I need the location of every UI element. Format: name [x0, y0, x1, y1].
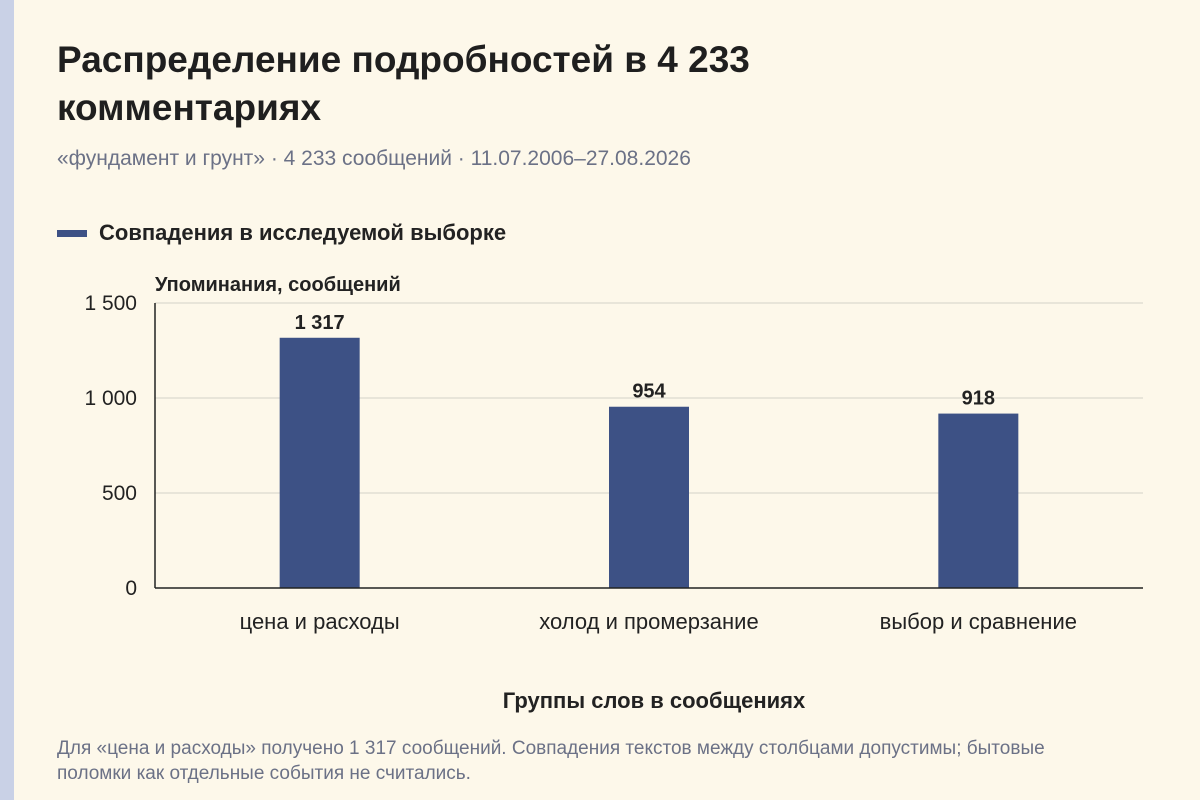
footnote: Для «цена и расходы» получено 1 317 сооб…: [57, 738, 1045, 784]
value-label: 1 317: [295, 312, 345, 334]
left-accent-stripe: [0, 0, 14, 800]
value-labels: 1 317 954 918: [295, 312, 995, 410]
y-tick-label: 1 500: [84, 292, 137, 315]
legend-label: Совпадения в исследуемой выборке: [99, 220, 507, 245]
value-label: 918: [962, 388, 995, 410]
category-labels: цена и расходы холод и промерзание выбор и…: [240, 609, 1077, 634]
chart-title: Распределение подробностей в 4 233 комме…: [57, 39, 750, 128]
y-tick-label: 500: [102, 482, 137, 505]
legend: Совпадения в исследуемой выборке: [57, 218, 506, 248]
category-label: холод и промерзание: [539, 609, 758, 634]
category-label: выбор и сравнение: [880, 609, 1077, 634]
category-label: цена и расходы: [240, 609, 400, 634]
value-label: 954: [632, 381, 666, 403]
y-axis-title: Упоминания, сообщений: [155, 274, 401, 296]
y-tick-label: 1 000: [84, 387, 137, 410]
bar: [938, 413, 1019, 588]
bar: [279, 337, 360, 588]
legend-swatch: [57, 229, 87, 237]
chart-subtitle: «фундамент и грунт» · 4 233 сообщений · …: [57, 147, 691, 170]
y-tick-label: 0: [125, 577, 137, 600]
bar: [609, 406, 689, 588]
x-axis-title: Группы слов в сообщениях: [503, 688, 806, 713]
bars: [279, 337, 1019, 588]
y-axis-ticks: 0 500 1 000 1 500: [84, 292, 137, 600]
